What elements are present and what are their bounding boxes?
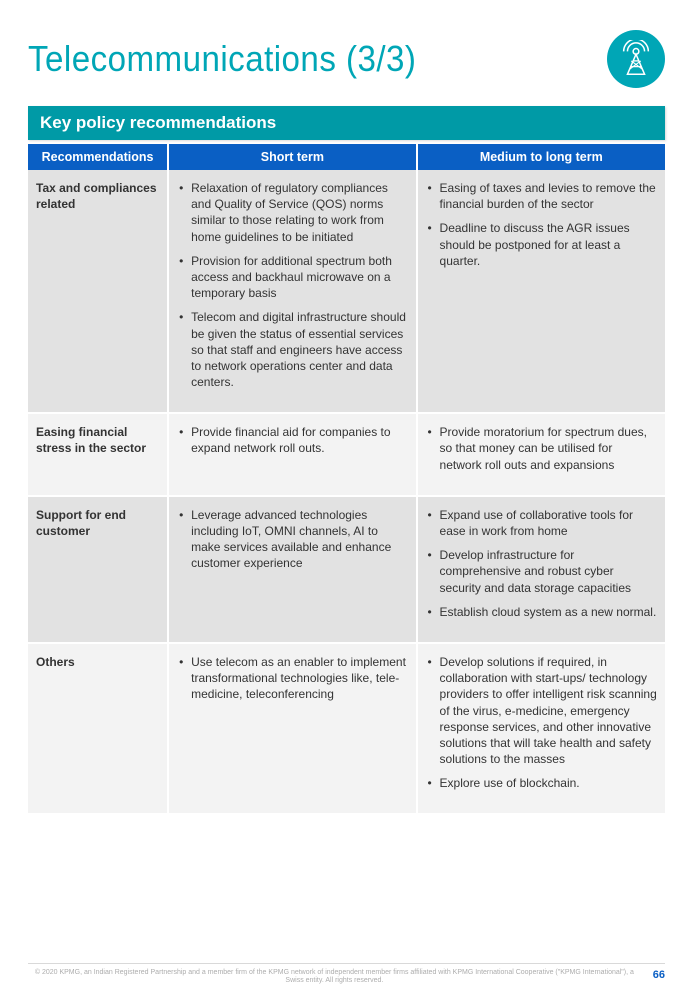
col-header-medium-long: Medium to long term (417, 144, 665, 170)
row-label: Support for end customer (28, 496, 168, 643)
short-term-cell: Leverage advanced technologies including… (168, 496, 416, 643)
recommendations-table: Recommendations Short term Medium to lon… (28, 144, 665, 815)
row-label: Tax and compliances related (28, 170, 168, 413)
section-banner: Key policy recommendations (28, 106, 665, 140)
medium-long-cell: Develop solutions if required, in collab… (417, 643, 665, 815)
page-number: 66 (653, 969, 665, 981)
row-label: Others (28, 643, 168, 815)
col-header-short-term: Short term (168, 144, 416, 170)
table-row: OthersUse telecom as an enabler to imple… (28, 643, 665, 815)
row-label: Easing financial stress in the sector (28, 413, 168, 496)
bullet-item: Leverage advanced technologies including… (177, 507, 407, 572)
short-term-cell: Use telecom as an enabler to implement t… (168, 643, 416, 815)
medium-long-cell: Easing of taxes and levies to remove the… (417, 170, 665, 413)
footer: © 2020 KPMG, an Indian Registered Partne… (28, 963, 665, 987)
bullet-item: Telecom and digital infrastructure shoul… (177, 309, 407, 390)
bullet-item: Use telecom as an enabler to implement t… (177, 654, 407, 703)
short-term-cell: Relaxation of regulatory compliances and… (168, 170, 416, 413)
bullet-item: Provide moratorium for spectrum dues, so… (426, 424, 657, 473)
bullet-item: Expand use of collaborative tools for ea… (426, 507, 657, 539)
col-header-recommendations: Recommendations (28, 144, 168, 170)
bullet-item: Relaxation of regulatory compliances and… (177, 180, 407, 245)
bullet-item: Develop solutions if required, in collab… (426, 654, 657, 767)
bullet-item: Easing of taxes and levies to remove the… (426, 180, 657, 212)
medium-long-cell: Expand use of collaborative tools for ea… (417, 496, 665, 643)
title-row: Telecommunications (3/3) (28, 30, 665, 88)
bullet-item: Provision for additional spectrum both a… (177, 253, 407, 302)
short-term-cell: Provide financial aid for companies to e… (168, 413, 416, 496)
bullet-item: Provide financial aid for companies to e… (177, 424, 407, 456)
bullet-item: Develop infrastructure for comprehensive… (426, 547, 657, 596)
medium-long-cell: Provide moratorium for spectrum dues, so… (417, 413, 665, 496)
bullet-item: Explore use of blockchain. (426, 775, 657, 791)
table-header-row: Recommendations Short term Medium to lon… (28, 144, 665, 170)
footer-copyright: © 2020 KPMG, an Indian Registered Partne… (28, 969, 641, 987)
table-row: Support for end customerLeverage advance… (28, 496, 665, 643)
bullet-item: Establish cloud system as a new normal. (426, 604, 657, 620)
antenna-tower-icon (607, 30, 665, 88)
bullet-item: Deadline to discuss the AGR issues shoul… (426, 220, 657, 269)
page-title: Telecommunications (3/3) (28, 38, 416, 80)
table-row: Easing financial stress in the sector Pro… (28, 413, 665, 496)
table-row: Tax and compliances relatedRelaxation of… (28, 170, 665, 413)
